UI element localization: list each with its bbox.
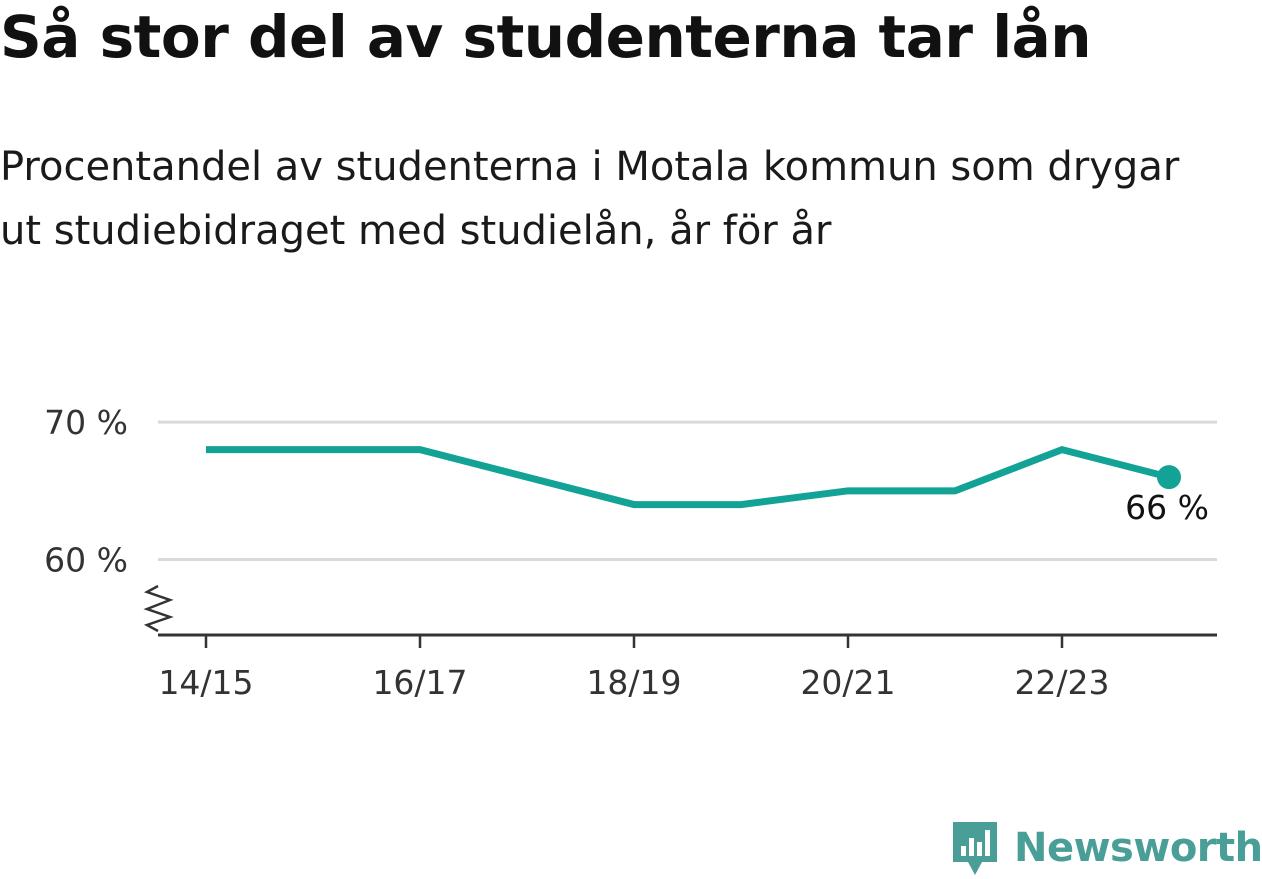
data-point-16-17 — [417, 446, 424, 453]
x-axis — [143, 584, 1217, 648]
series-layer — [203, 445, 1181, 509]
x-tick-label-14-15: 14/15 — [158, 663, 253, 702]
y-tick-label-70: 70 % — [44, 403, 128, 442]
series-line-0 — [206, 445, 1170, 509]
data-point-18-19 — [631, 501, 638, 508]
data-point-20-21 — [845, 487, 852, 494]
end-point-marker — [1157, 465, 1181, 490]
chart-subtitle: Procentandel av studenterna i Motala kom… — [0, 144, 1180, 254]
newsworthy-logo-icon — [953, 822, 997, 875]
x-tick-label-16-17: 16/17 — [372, 663, 467, 702]
gridlines — [158, 420, 1217, 561]
labels-layer: 60 % 70 % 14/15 16/17 18/19 20/21 22/23 66 % — [44, 403, 1209, 702]
newsworthy-logo: Newsworthy — [950, 818, 1262, 878]
data-point-21-22 — [952, 487, 959, 494]
data-point-19-20 — [738, 501, 745, 508]
x-tick-label-22-23: 22/23 — [1014, 663, 1109, 702]
axis-break-icon — [143, 584, 174, 633]
data-point-17-18 — [524, 474, 531, 481]
chart-title: Så stor del av studenterna tar lån — [0, 3, 1092, 71]
x-tick-label-20-21: 20/21 — [800, 663, 895, 702]
y-tick-label-60: 60 % — [44, 540, 128, 579]
x-tick-label-18-19: 18/19 — [586, 663, 681, 702]
data-point-15-16 — [310, 446, 317, 453]
data-point-22-23 — [1059, 446, 1066, 453]
end-value-label: 66 % — [1125, 488, 1209, 527]
newsworthy-logo-text: Newsworthy — [1014, 825, 1262, 871]
data-point-14-15 — [203, 446, 210, 453]
